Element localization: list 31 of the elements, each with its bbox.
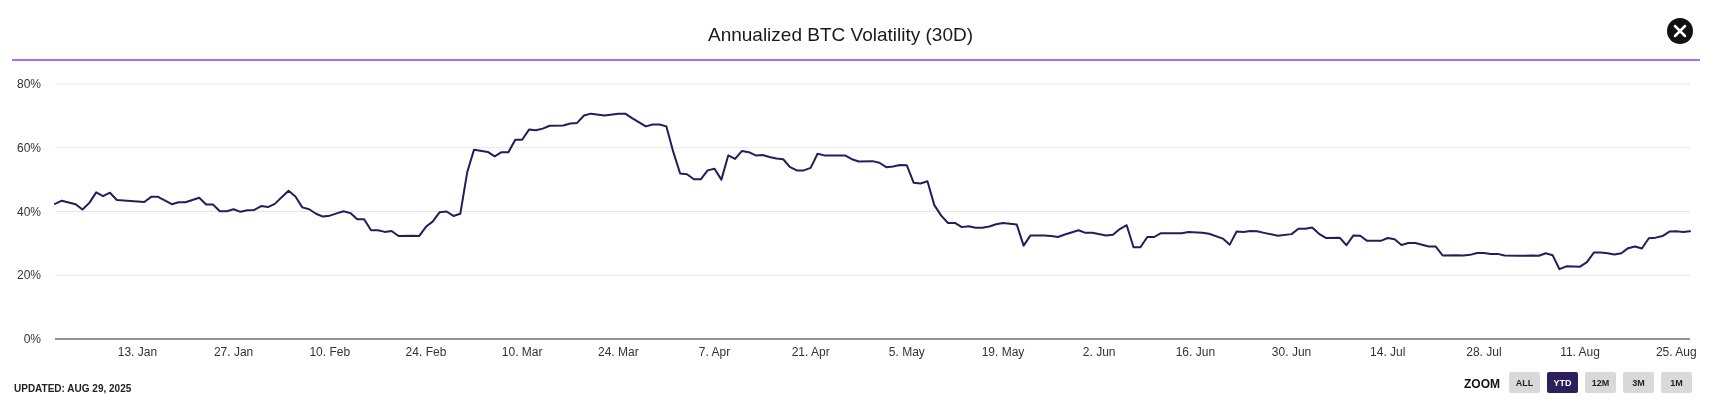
text: ZOOM [1464,377,1500,391]
x-tick-label: 24. Feb [405,345,447,359]
x-tick-label: 2. Jun [1082,345,1116,359]
text: ALL [1515,378,1534,388]
text: 3M [1632,378,1645,388]
y-tick-label: 0% [23,332,42,346]
x-tick-label: 19. May [981,345,1025,359]
text: YTD [1553,378,1572,388]
text: UPDATED: AUG 29, 2025 [14,383,132,394]
y-tick-label: 40% [16,204,42,219]
y-tick-label: 20% [16,268,42,283]
x-tick-label: 7. Apr [698,345,731,359]
text: 1M [1670,378,1683,388]
x-tick-label: 21. Apr [791,345,830,359]
x-tick-label: 25. Aug [1655,345,1697,359]
chart-title: Annualized BTC Volatility (30D) [707,24,974,45]
text: 12M [1591,378,1610,388]
x-tick-label: 30. Jun [1271,345,1312,359]
x-tick-label: 10. Mar [501,345,543,359]
line-series [54,112,1691,271]
x-tick-label: 13. Jan [117,345,158,359]
x-tick-label: 16. Jun [1175,345,1216,359]
x-tick-label: 11. Aug [1560,345,1600,359]
x-tick-label: 10. Feb [309,345,351,359]
x-tick-label: 27. Jan [213,345,254,359]
y-tick-label: 80% [16,77,42,91]
x-tick-label: 28. Jul [1466,345,1502,359]
x-tick-label: 5. May [888,345,925,359]
x-tick-label: 24. Mar [597,345,639,359]
x-tick-label: 14. Jul [1370,345,1406,359]
y-tick-label: 60% [16,140,42,155]
